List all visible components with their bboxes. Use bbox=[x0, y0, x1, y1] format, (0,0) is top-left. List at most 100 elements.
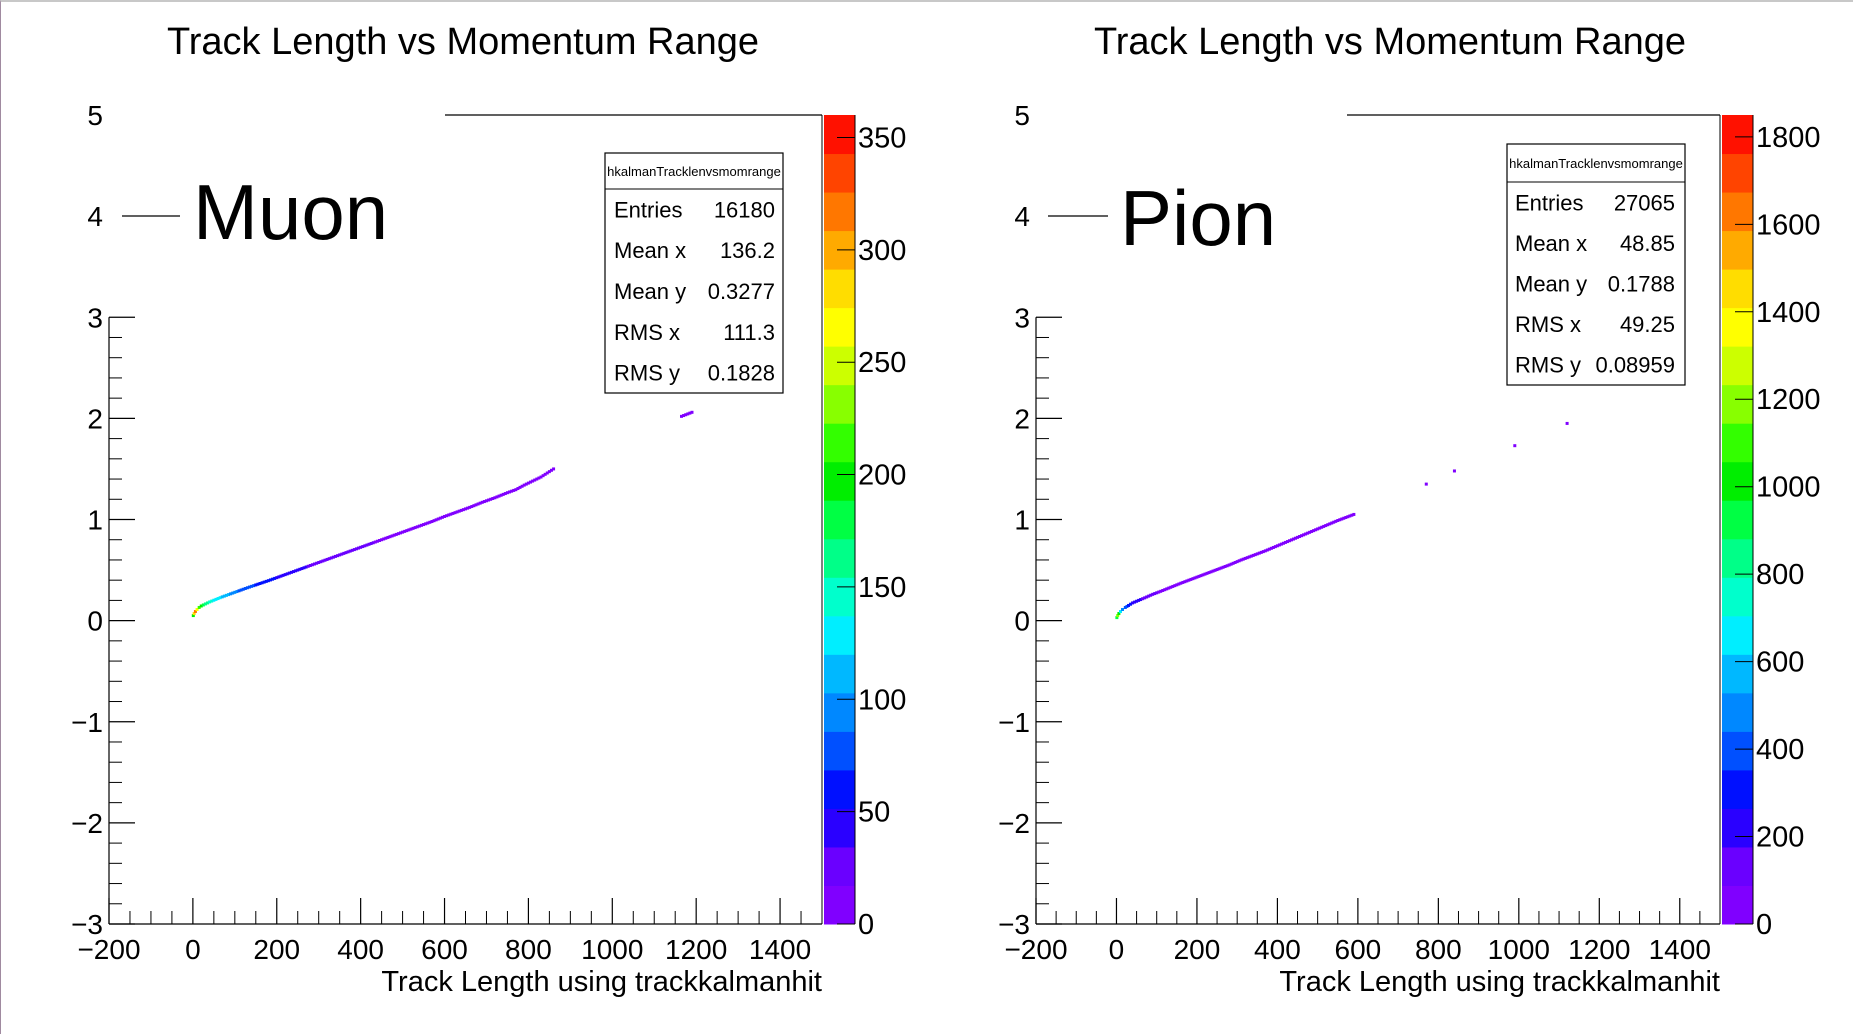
y-tick-label: 5 bbox=[87, 100, 103, 131]
data-cell bbox=[1241, 557, 1245, 561]
palette-cell bbox=[824, 846, 855, 886]
data-cell bbox=[1131, 601, 1135, 605]
z-tick-label: 350 bbox=[858, 122, 906, 154]
data-cell bbox=[1328, 522, 1332, 526]
palette-cell bbox=[1722, 577, 1753, 617]
data-cell bbox=[302, 566, 306, 570]
data-cell bbox=[478, 501, 482, 505]
palette-cell bbox=[1722, 230, 1753, 270]
stats-label: Mean y bbox=[1515, 272, 1587, 297]
palette-cell bbox=[1722, 153, 1753, 193]
y-tick-label: −1 bbox=[71, 707, 103, 738]
data-cell bbox=[298, 567, 302, 571]
data-cell bbox=[1205, 571, 1209, 575]
y-tick-label: −2 bbox=[998, 808, 1030, 839]
stats-box bbox=[1506, 143, 1686, 386]
data-cell bbox=[1237, 559, 1241, 563]
data-cell bbox=[549, 468, 553, 472]
data-cell bbox=[294, 569, 298, 573]
data-cell bbox=[1304, 532, 1308, 536]
data-cell bbox=[1163, 588, 1167, 592]
palette-cell bbox=[1722, 615, 1753, 655]
data-cell bbox=[422, 523, 426, 527]
data-cell bbox=[1316, 527, 1320, 531]
data-cell bbox=[260, 581, 264, 585]
palette-cell bbox=[1722, 538, 1753, 578]
data-cell bbox=[338, 553, 342, 557]
data-cell bbox=[436, 517, 440, 521]
data-cell bbox=[510, 489, 514, 493]
data-cell bbox=[371, 541, 375, 545]
data-cell bbox=[336, 554, 340, 558]
y-tick-label: 0 bbox=[1014, 606, 1030, 637]
data-cell bbox=[484, 499, 488, 503]
data-cell bbox=[447, 513, 451, 517]
data-cell bbox=[239, 588, 243, 592]
data-cell bbox=[524, 482, 528, 486]
data-cell bbox=[1247, 555, 1251, 559]
x-tick-label: 600 bbox=[421, 934, 468, 965]
data-cell bbox=[386, 535, 390, 539]
palette-cell bbox=[1722, 423, 1753, 463]
data-cell bbox=[1340, 517, 1344, 521]
data-cell bbox=[1292, 537, 1296, 541]
data-cell bbox=[1223, 565, 1227, 569]
palette-cell bbox=[824, 461, 855, 501]
x-tick-label: 1000 bbox=[1488, 934, 1550, 965]
stats-box bbox=[604, 152, 784, 394]
data-cell bbox=[363, 544, 367, 548]
stats-name: hkalmanTracklenvsmomrange bbox=[1509, 156, 1683, 171]
data-cell bbox=[1342, 516, 1346, 520]
data-cell bbox=[375, 539, 379, 543]
data-cell bbox=[275, 576, 279, 580]
stats-value: 136.2 bbox=[720, 238, 775, 263]
data-cell bbox=[191, 614, 195, 618]
palette-cell bbox=[824, 808, 855, 848]
data-cell bbox=[237, 589, 241, 593]
y-tick-label: 4 bbox=[1014, 201, 1030, 232]
data-cell bbox=[308, 564, 312, 568]
y-tick-label: 5 bbox=[1014, 100, 1030, 131]
data-cell bbox=[340, 552, 344, 556]
data-cell bbox=[503, 492, 507, 496]
y-tick-label: 1 bbox=[87, 505, 103, 536]
data-cell bbox=[1145, 595, 1149, 599]
data-cell bbox=[1149, 593, 1153, 597]
palette-cell bbox=[1722, 461, 1753, 501]
data-cell bbox=[296, 568, 300, 572]
palette-cell bbox=[1722, 846, 1753, 886]
data-cell bbox=[1155, 591, 1159, 595]
data-cell bbox=[281, 573, 285, 577]
data-cell bbox=[1225, 564, 1229, 568]
data-cell bbox=[1125, 604, 1129, 608]
data-cell bbox=[1263, 549, 1267, 553]
data-cell bbox=[1322, 524, 1326, 528]
data-cell bbox=[529, 480, 533, 484]
data-cell bbox=[686, 412, 690, 416]
data-cell bbox=[518, 485, 522, 489]
palette-cell bbox=[824, 654, 855, 694]
data-cell bbox=[552, 467, 556, 471]
data-cell bbox=[250, 584, 254, 588]
data-cell bbox=[1273, 545, 1277, 549]
data-cell bbox=[346, 550, 350, 554]
z-tick-label: 600 bbox=[1756, 647, 1804, 679]
y-tick-label: 2 bbox=[87, 403, 103, 434]
data-cell bbox=[547, 470, 551, 474]
data-cell bbox=[493, 496, 497, 500]
data-cell bbox=[1173, 584, 1177, 588]
data-cell bbox=[342, 551, 346, 555]
data-cell bbox=[1310, 529, 1314, 533]
data-cell bbox=[1189, 577, 1193, 581]
data-cell bbox=[497, 494, 501, 498]
chart-title: Track Length vs Momentum Range bbox=[1094, 21, 1686, 63]
data-cell bbox=[325, 557, 329, 561]
data-cell bbox=[1203, 572, 1207, 576]
z-tick-label: 800 bbox=[1756, 559, 1804, 591]
palette-cell bbox=[1722, 654, 1753, 694]
data-cell bbox=[252, 584, 256, 588]
z-tick-label: 150 bbox=[858, 572, 906, 604]
data-cell bbox=[245, 586, 249, 590]
data-cell bbox=[235, 590, 239, 594]
z-tick-label: 1400 bbox=[1756, 297, 1821, 329]
